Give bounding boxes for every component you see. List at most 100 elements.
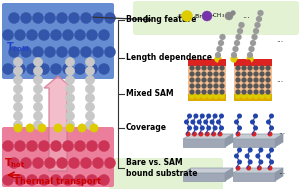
Circle shape	[65, 84, 74, 94]
Circle shape	[220, 71, 224, 77]
Circle shape	[266, 71, 271, 77]
Circle shape	[225, 12, 233, 20]
Circle shape	[44, 157, 56, 169]
Circle shape	[196, 77, 200, 83]
Circle shape	[56, 157, 68, 169]
Circle shape	[34, 102, 43, 112]
Circle shape	[214, 66, 218, 70]
Circle shape	[219, 60, 223, 64]
Circle shape	[246, 60, 250, 64]
Circle shape	[260, 90, 265, 94]
Bar	[234, 59, 272, 66]
Circle shape	[50, 64, 62, 74]
Text: T$_\mathregular{cold}$: T$_\mathregular{cold}$	[6, 40, 30, 54]
Polygon shape	[275, 134, 283, 147]
Circle shape	[242, 84, 247, 88]
Circle shape	[254, 66, 259, 70]
Circle shape	[213, 93, 219, 99]
Circle shape	[260, 66, 265, 70]
Polygon shape	[233, 168, 283, 173]
Circle shape	[85, 75, 94, 84]
Text: Bonding feature: Bonding feature	[126, 15, 196, 25]
FancyBboxPatch shape	[2, 127, 114, 187]
Text: ...: ...	[278, 126, 286, 136]
Circle shape	[14, 67, 22, 75]
Text: Coverage: Coverage	[126, 123, 167, 132]
Circle shape	[85, 102, 94, 112]
Circle shape	[74, 29, 86, 40]
Circle shape	[254, 126, 257, 130]
Circle shape	[86, 174, 98, 185]
Circle shape	[207, 114, 211, 118]
Circle shape	[254, 84, 259, 88]
Circle shape	[68, 12, 80, 23]
Circle shape	[257, 10, 263, 16]
Circle shape	[50, 174, 62, 185]
Circle shape	[65, 102, 74, 112]
Circle shape	[266, 90, 271, 94]
Circle shape	[14, 140, 26, 152]
Circle shape	[265, 60, 269, 64]
Circle shape	[80, 46, 92, 57]
Circle shape	[253, 93, 259, 99]
Circle shape	[104, 46, 116, 57]
Circle shape	[213, 114, 217, 118]
Circle shape	[236, 66, 241, 70]
Circle shape	[20, 157, 32, 169]
Circle shape	[242, 77, 247, 83]
Polygon shape	[183, 173, 225, 181]
Circle shape	[230, 11, 236, 15]
Circle shape	[85, 112, 94, 121]
FancyBboxPatch shape	[133, 1, 299, 35]
Circle shape	[190, 66, 194, 70]
FancyArrow shape	[44, 76, 72, 171]
Circle shape	[85, 121, 94, 129]
Circle shape	[34, 112, 43, 121]
Polygon shape	[225, 134, 233, 147]
Circle shape	[268, 166, 272, 170]
Circle shape	[217, 120, 220, 124]
Circle shape	[68, 46, 80, 57]
Circle shape	[266, 84, 271, 88]
Circle shape	[26, 174, 38, 185]
Circle shape	[90, 124, 98, 132]
Circle shape	[248, 66, 253, 70]
Circle shape	[194, 114, 198, 118]
Circle shape	[32, 12, 44, 23]
Circle shape	[65, 67, 74, 75]
Circle shape	[8, 157, 20, 169]
Circle shape	[256, 154, 260, 158]
Circle shape	[242, 71, 247, 77]
Text: Bare vs. SAM
bound substrate: Bare vs. SAM bound substrate	[126, 158, 197, 178]
Circle shape	[85, 84, 94, 94]
Circle shape	[74, 140, 86, 152]
Circle shape	[85, 57, 94, 67]
Circle shape	[34, 94, 43, 102]
Circle shape	[268, 132, 272, 136]
Bar	[188, 59, 226, 101]
Circle shape	[190, 71, 194, 77]
Circle shape	[248, 71, 253, 77]
Circle shape	[248, 148, 252, 152]
Circle shape	[50, 29, 62, 40]
Circle shape	[98, 29, 110, 40]
Text: ...: ...	[242, 12, 250, 20]
Circle shape	[195, 93, 201, 99]
Text: -Br: -Br	[194, 13, 203, 19]
Circle shape	[248, 77, 253, 83]
Circle shape	[14, 124, 22, 132]
Circle shape	[254, 71, 259, 77]
Circle shape	[208, 66, 212, 70]
Circle shape	[182, 11, 193, 22]
Circle shape	[62, 64, 74, 74]
Circle shape	[196, 84, 200, 88]
Circle shape	[248, 84, 253, 88]
Circle shape	[214, 77, 218, 83]
Circle shape	[200, 114, 204, 118]
Circle shape	[74, 64, 86, 74]
Circle shape	[65, 75, 74, 84]
Circle shape	[197, 120, 201, 124]
Circle shape	[14, 57, 22, 67]
Polygon shape	[233, 139, 275, 147]
Circle shape	[232, 46, 238, 52]
